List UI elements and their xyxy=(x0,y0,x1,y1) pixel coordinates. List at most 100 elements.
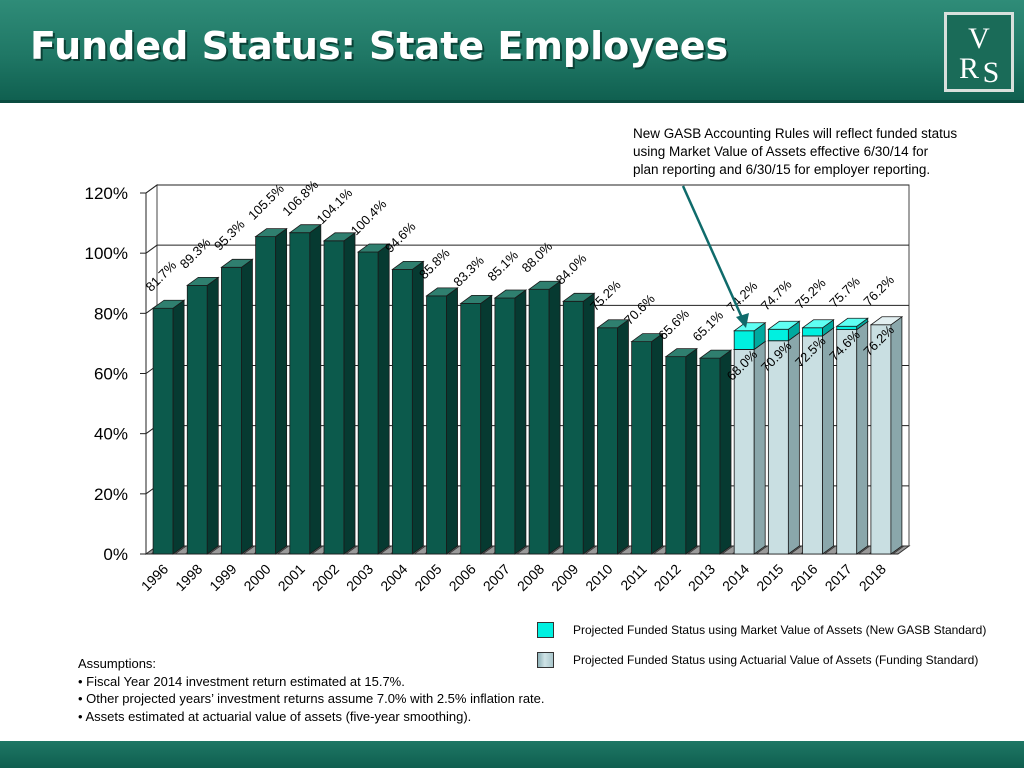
legend-swatch-market-value xyxy=(537,622,554,638)
actuarial-bar-top xyxy=(869,316,904,326)
logo-letter-r: R xyxy=(959,52,979,85)
actuarial-bar-side xyxy=(856,320,869,555)
historical-bar-front xyxy=(391,269,413,555)
historical-bar-side xyxy=(411,260,424,555)
x-tick-label: 2016 xyxy=(787,561,820,594)
title-banner xyxy=(0,0,1024,102)
assumptions-block: Assumptions: • Fiscal Year 2014 investme… xyxy=(78,655,545,725)
historical-bar-top xyxy=(151,299,186,309)
x-tick-label: 2001 xyxy=(275,561,308,594)
historical-bar-side xyxy=(548,280,561,555)
x-tick-label: 2009 xyxy=(548,561,581,594)
historical-bar-front xyxy=(631,341,653,555)
slide-title: Funded Status: State Employees xyxy=(30,24,729,68)
x-tick-label: 2011 xyxy=(617,561,650,594)
legend-label-actuarial-value: Projected Funded Status using Actuarial … xyxy=(573,653,979,667)
historical-bar-front xyxy=(665,356,687,555)
market-value-bar-top xyxy=(767,320,801,330)
historical-bar-front xyxy=(426,295,447,555)
y-tick-label: 20% xyxy=(94,485,128,504)
historical-bar-side xyxy=(480,294,493,555)
historical-bar-side xyxy=(719,349,732,555)
x-tick-label: 2002 xyxy=(309,561,342,594)
annotation-line: using Market Value of Assets effective 6… xyxy=(633,144,929,159)
historical-bar-side xyxy=(514,289,527,555)
historical-bar-front xyxy=(528,288,550,555)
historical-bar-top xyxy=(356,243,391,253)
x-tick-label: 2000 xyxy=(240,561,273,594)
x-tick-label: 2014 xyxy=(719,561,752,594)
y-tick-label: 40% xyxy=(94,425,128,444)
historical-bar-front xyxy=(699,357,721,555)
y-tick-label: 120% xyxy=(85,184,128,203)
market-value-bar-top xyxy=(801,319,835,329)
historical-bar-front xyxy=(255,236,277,555)
historical-bar-side xyxy=(275,227,288,555)
annotation-line: plan reporting and 6/30/15 for employer … xyxy=(633,162,931,177)
historical-bar-side xyxy=(309,223,322,555)
historical-bar-front xyxy=(323,240,345,555)
historical-bar-side xyxy=(651,332,664,555)
funded-status-chart: 0%20%40%60%80%100%120%81.7%89.3%95.3%105… xyxy=(85,177,911,594)
historical-bar-front xyxy=(357,251,379,555)
footer-bar xyxy=(0,741,1024,768)
y-tick-label: 60% xyxy=(94,365,128,384)
historical-bar-top xyxy=(493,289,528,299)
historical-bar-side xyxy=(206,276,219,555)
market-value-bar-front xyxy=(733,330,755,350)
historical-bar-side xyxy=(446,287,458,555)
historical-bar-top xyxy=(425,287,459,297)
historical-bar-side xyxy=(241,258,253,555)
historical-bar-top xyxy=(220,258,254,268)
historical-bar-front xyxy=(597,327,618,555)
historical-bar-top xyxy=(288,224,323,234)
annotation-line: New GASB Accounting Rules will reflect f… xyxy=(633,126,958,141)
historical-bar-top xyxy=(254,228,288,238)
x-tick-label: 2012 xyxy=(651,561,684,594)
assumptions-heading: Assumptions: xyxy=(78,656,157,671)
historical-bar-side xyxy=(172,299,185,555)
historical-bar-top xyxy=(698,349,733,359)
gridline xyxy=(145,184,909,194)
x-tick-label: 1998 xyxy=(172,561,205,594)
logo-letter-s: S xyxy=(983,56,1000,89)
historical-bar-front xyxy=(289,232,311,555)
actuarial-bar-side xyxy=(822,327,834,555)
historical-bar-top xyxy=(562,292,596,302)
historical-bar-side xyxy=(685,347,698,555)
historical-bar-front xyxy=(221,266,242,555)
historical-bar-top xyxy=(391,261,425,270)
historical-bar-top xyxy=(459,295,493,304)
actuarial-bar-front xyxy=(802,335,823,555)
y-tick-label: 0% xyxy=(103,545,128,564)
historical-bar-top xyxy=(630,333,664,343)
market-value-bar-front xyxy=(767,328,789,342)
x-tick-label: 2015 xyxy=(753,561,786,594)
historical-bar-top xyxy=(596,319,630,329)
annotation-arrow-head xyxy=(736,313,749,328)
historical-bar-side xyxy=(582,292,595,555)
x-tick-label: 2018 xyxy=(856,561,889,594)
x-tick-label: 1999 xyxy=(206,561,239,594)
actuarial-bar-side xyxy=(753,340,766,555)
gridline xyxy=(145,244,909,254)
x-tick-label: 2010 xyxy=(582,561,615,594)
market-value-bar-top xyxy=(835,317,869,327)
gasb-annotation: New GASB Accounting Rules will reflect f… xyxy=(633,125,1013,179)
assumption-item: • Other projected years’ investment retu… xyxy=(78,691,545,706)
market-value-bar-top xyxy=(732,322,767,332)
legend-swatch-actuarial-value xyxy=(537,652,554,668)
market-value-bar-front xyxy=(802,327,823,337)
actuarial-bar-front xyxy=(767,340,789,555)
historical-bar-side xyxy=(377,243,390,555)
x-tick-label: 2005 xyxy=(411,561,444,594)
x-tick-label: 2008 xyxy=(514,561,547,594)
historical-bar-front xyxy=(562,300,584,555)
y-tick-label: 80% xyxy=(94,304,128,323)
historical-bar-top xyxy=(322,232,357,242)
assumption-item: • Fiscal Year 2014 investment return est… xyxy=(78,673,405,689)
y-tick-label: 100% xyxy=(85,244,128,263)
historical-bar-top xyxy=(186,276,220,286)
assumption-item: • Assets estimated at actuarial value of… xyxy=(78,708,472,724)
historical-bar-top xyxy=(527,280,562,290)
